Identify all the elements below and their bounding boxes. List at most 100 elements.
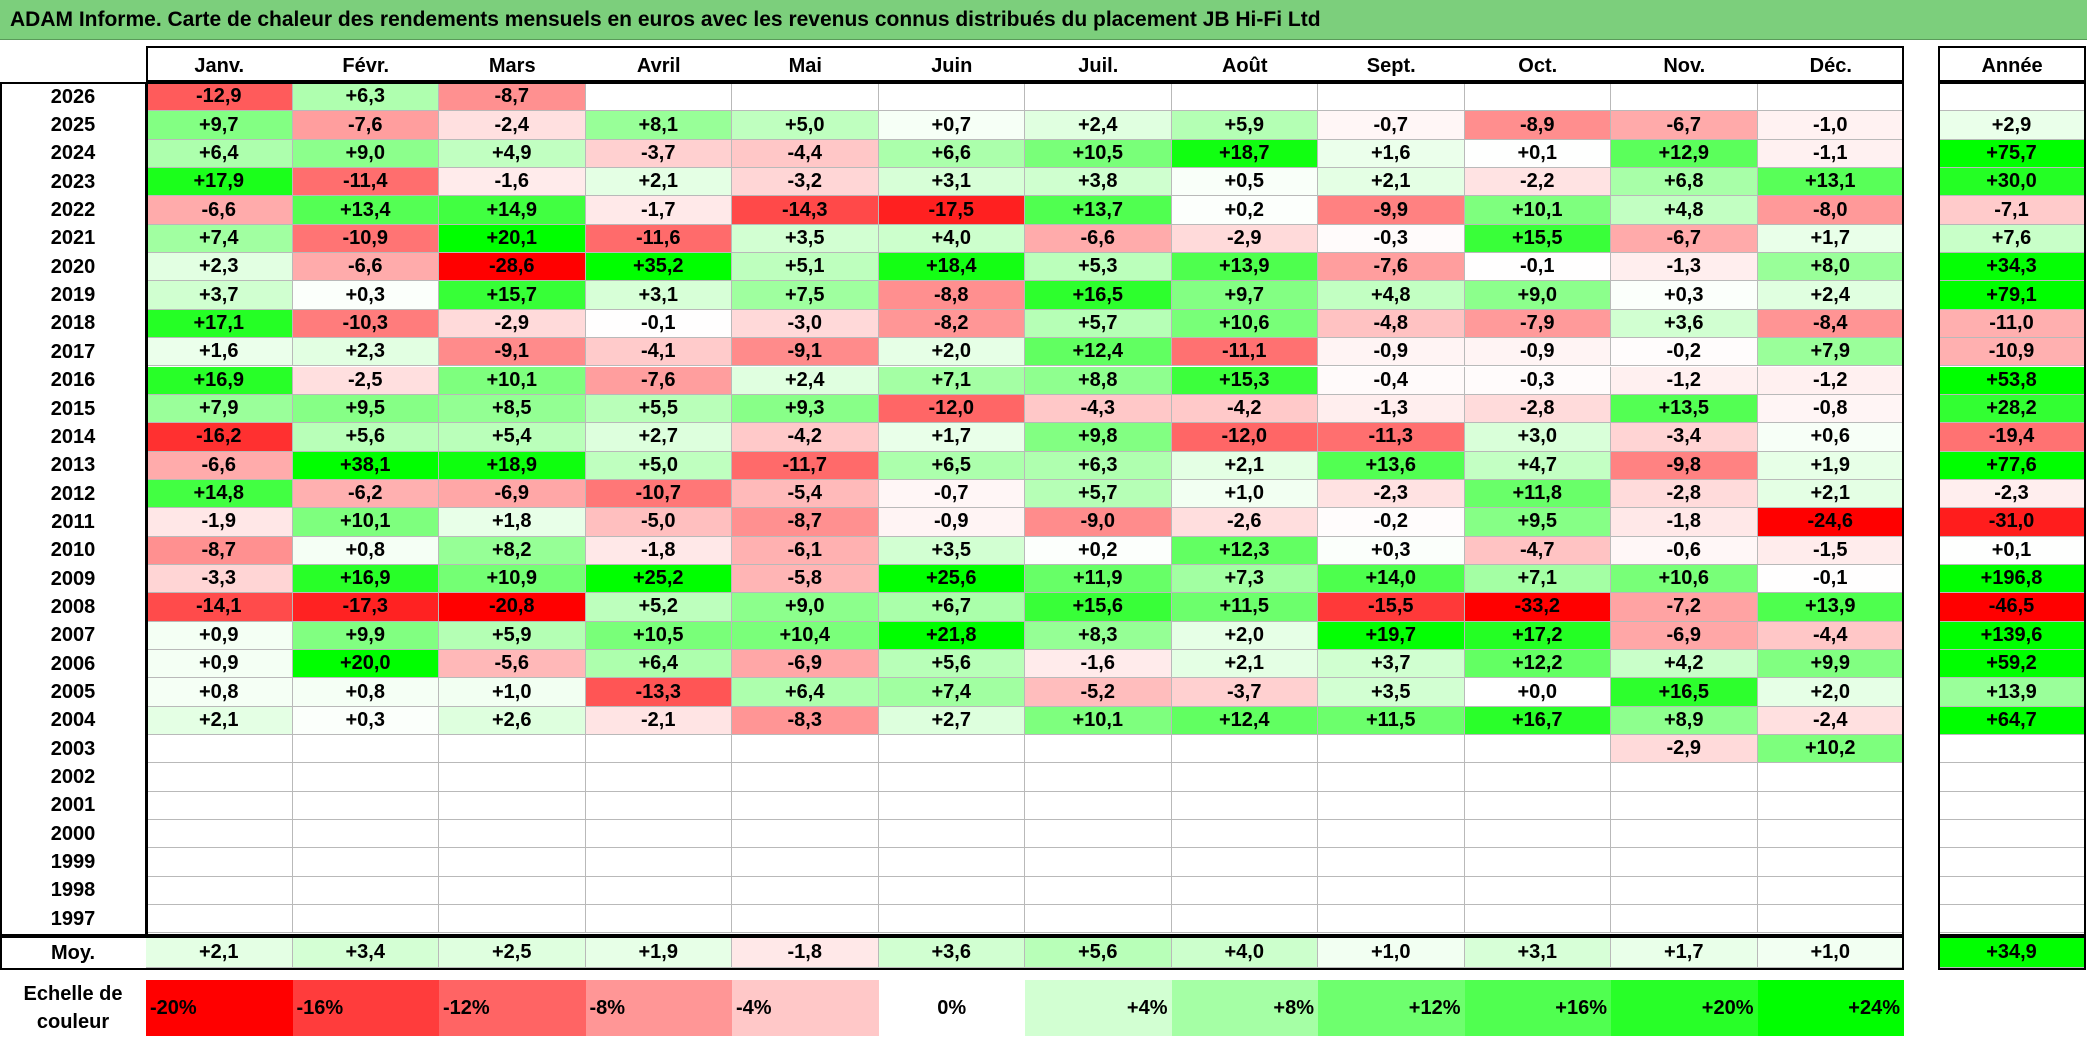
average-cell: +4,0	[1171, 938, 1318, 968]
heatmap-cell: +7,5	[732, 281, 879, 310]
heatmap-cell: -0,8	[1757, 394, 1904, 424]
heatmap-cell: +5,9	[439, 621, 586, 650]
heatmap-cell: +7,4	[146, 224, 293, 254]
heatmap-cell	[732, 820, 879, 849]
year-label-2016: 2016	[50, 369, 96, 392]
heatmap-cell: +5,7	[1025, 479, 1172, 509]
heatmap-cell: +13,7	[1025, 196, 1172, 225]
heatmap-cell	[585, 876, 732, 906]
heatmap-cell: +16,9	[292, 564, 439, 594]
heatmap-cell: +8,3	[1025, 621, 1172, 650]
heatmap-cell	[1464, 763, 1611, 792]
heatmap-cell: +13,5	[1611, 394, 1758, 424]
heatmap-cell	[1318, 763, 1465, 792]
heatmap-cell	[439, 791, 586, 821]
heatmap-cell	[1464, 905, 1611, 934]
heatmap-cell: -8,8	[878, 281, 1025, 310]
heatmap-cell: -6,7	[1611, 224, 1758, 254]
annual-cell: +59,2	[1938, 650, 2086, 679]
heatmap-cell: +19,7	[1318, 621, 1465, 650]
heatmap-cell: +9,7	[146, 111, 293, 140]
heatmap-cell: +5,3	[1025, 253, 1172, 282]
heatmap-cell: -12,9	[146, 83, 293, 112]
heatmap-cell: +3,5	[732, 224, 879, 254]
average-cell: +3,6	[878, 938, 1025, 968]
heatmap-cell: -6,6	[292, 253, 439, 282]
heatmap-cell: +17,2	[1464, 621, 1611, 650]
heatmap-cell: -6,6	[1025, 224, 1172, 254]
heatmap-cell: +10,5	[585, 621, 732, 650]
heatmap-cell: +20,0	[292, 650, 439, 679]
year-label-2015: 2015	[50, 397, 96, 420]
heatmap-cell: -11,1	[1171, 338, 1318, 367]
annual-cell: +13,9	[1938, 678, 2086, 707]
average-cell: +3,4	[292, 938, 439, 968]
heatmap-cell: +6,8	[1611, 168, 1758, 197]
year-label-2009: 2009	[50, 567, 96, 590]
heatmap-cell: -2,8	[1611, 479, 1758, 509]
heatmap-cell: -4,8	[1318, 309, 1465, 339]
annual-cell: +2,9	[1938, 111, 2086, 140]
heatmap-cell: +10,1	[1464, 196, 1611, 225]
heatmap-cell: +4,2	[1611, 650, 1758, 679]
heatmap-cell: +20,1	[439, 224, 586, 254]
heatmap-cell: +2,4	[1025, 111, 1172, 140]
heatmap-cell: -0,4	[1318, 366, 1465, 395]
annual-cell	[1938, 83, 2086, 112]
heatmap-cell	[1757, 848, 1904, 877]
heatmap-cell: -6,6	[146, 196, 293, 225]
heatmap-cell: +1,0	[439, 678, 586, 707]
heatmap-cell: -0,9	[878, 508, 1025, 537]
average-cell: +1,0	[1757, 938, 1904, 968]
heatmap-cell	[146, 820, 293, 849]
heatmap-cell	[1757, 83, 1904, 112]
heatmap-cell: +3,1	[878, 168, 1025, 197]
heatmap-cell	[1318, 791, 1465, 821]
heatmap-cell: -17,3	[292, 593, 439, 622]
heatmap-cell	[1171, 848, 1318, 877]
heatmap-cell	[1464, 83, 1611, 112]
heatmap-cell	[292, 876, 439, 906]
color-scale-swatch: -4%	[732, 980, 879, 1036]
heatmap-cell: +6,4	[146, 139, 293, 169]
heatmap-cell: -1,1	[1757, 139, 1904, 169]
heatmap-cell: -0,7	[1318, 111, 1465, 140]
heatmap-cell: -10,9	[292, 224, 439, 254]
heatmap-cell: +15,6	[1025, 593, 1172, 622]
heatmap-cell: +3,0	[1464, 423, 1611, 452]
heatmap-cell: +12,3	[1171, 536, 1318, 565]
heatmap-cell: -6,9	[732, 650, 879, 679]
color-scale-label-line2: couleur	[36, 1011, 110, 1033]
heatmap-cell: +2,1	[1171, 451, 1318, 480]
heatmap-cell: +25,2	[585, 564, 732, 594]
heatmap-cell: +9,7	[1171, 281, 1318, 310]
heatmap-cell: -20,8	[439, 593, 586, 622]
month-header-10: Oct.	[1518, 54, 1558, 77]
heatmap-cell: +8,0	[1757, 253, 1904, 282]
heatmap-cell: +5,7	[1025, 309, 1172, 339]
heatmap-cell: +16,7	[1464, 706, 1611, 736]
heatmap-cell: -3,7	[1171, 678, 1318, 707]
heatmap-cell	[146, 905, 293, 934]
heatmap-cell: +17,9	[146, 168, 293, 197]
heatmap-cell: -8,0	[1757, 196, 1904, 225]
heatmap-cell: -2,9	[1611, 735, 1758, 764]
heatmap-cell: +16,9	[146, 366, 293, 395]
year-label-2007: 2007	[50, 624, 96, 647]
heatmap-cell: +1,8	[439, 508, 586, 537]
heatmap-cell: +4,8	[1318, 281, 1465, 310]
month-header-8: Août	[1221, 54, 1268, 77]
heatmap-cell	[1611, 83, 1758, 112]
heatmap-cell	[1757, 763, 1904, 792]
heatmap-cell: +12,9	[1611, 139, 1758, 169]
average-annual-cell: +34,9	[1938, 938, 2086, 968]
heatmap-cell	[1611, 791, 1758, 821]
heatmap-cell: -2,4	[439, 111, 586, 140]
heatmap-cell: +10,1	[292, 508, 439, 537]
heatmap-cell: -1,8	[585, 536, 732, 565]
heatmap-cell: +17,1	[146, 309, 293, 339]
heatmap-cell: -8,7	[732, 508, 879, 537]
annual-cell: +77,6	[1938, 451, 2086, 480]
annual-cell: +34,3	[1938, 253, 2086, 282]
heatmap-cell: +1,9	[1757, 451, 1904, 480]
